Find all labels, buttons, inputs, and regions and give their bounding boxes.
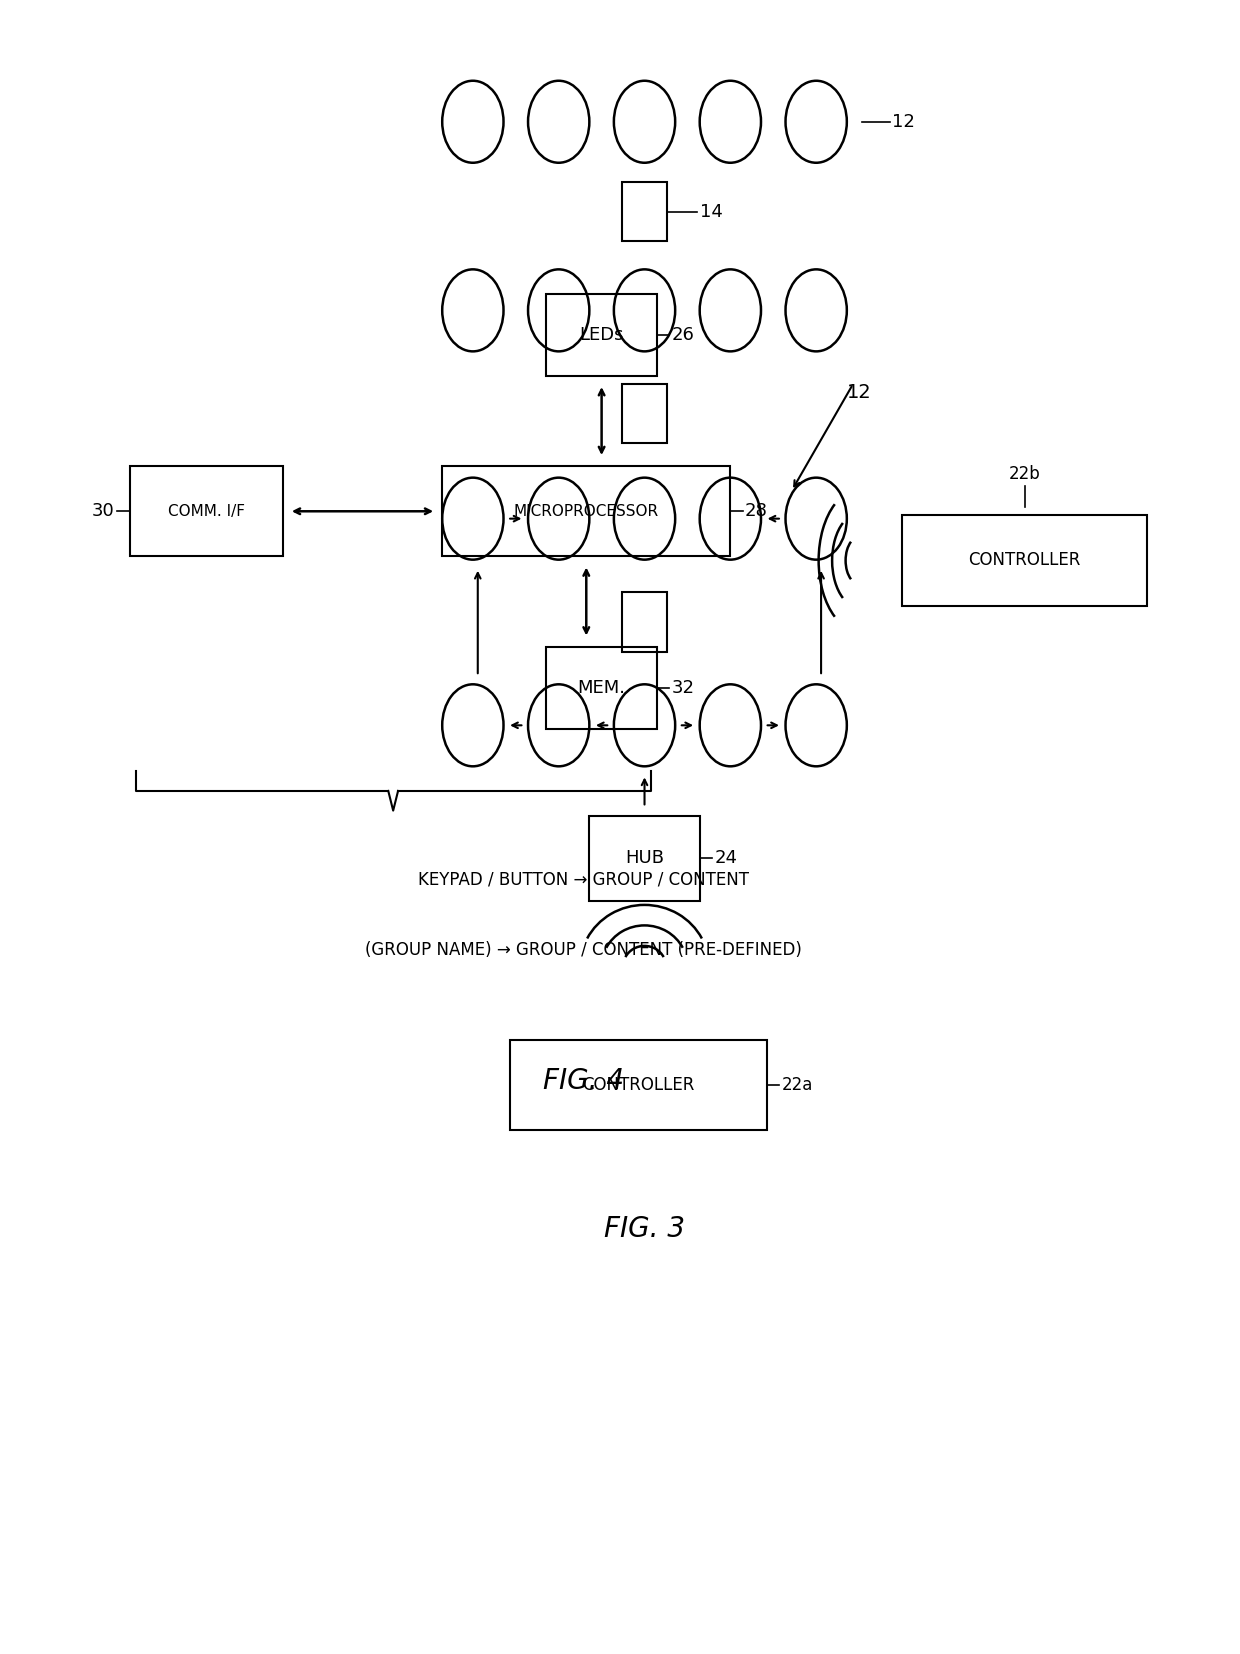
Bar (589, 815, 699, 901)
Text: 22b: 22b (1009, 465, 1040, 483)
Text: 30: 30 (92, 503, 115, 521)
Text: MEM.: MEM. (578, 678, 626, 696)
Text: 12: 12 (847, 382, 872, 402)
Text: LEDs: LEDs (579, 326, 624, 344)
Text: 14: 14 (699, 203, 723, 222)
Text: CONTROLLER: CONTROLLER (968, 551, 1081, 569)
Bar (547, 647, 657, 729)
Text: MICROPROCESSOR: MICROPROCESSOR (513, 504, 658, 519)
Text: COMM. I/F: COMM. I/F (167, 504, 244, 519)
Text: (GROUP NAME) → GROUP / CONTENT (PRE-DEFINED): (GROUP NAME) → GROUP / CONTENT (PRE-DEFI… (365, 941, 801, 959)
Text: 22a: 22a (782, 1077, 813, 1095)
Text: 24: 24 (714, 849, 738, 867)
Text: HUB: HUB (625, 849, 665, 867)
Bar (129, 466, 283, 556)
Bar (622, 592, 667, 652)
Bar (443, 466, 730, 556)
Text: CONTROLLER: CONTROLLER (583, 1077, 694, 1095)
Text: FIG. 3: FIG. 3 (604, 1214, 684, 1242)
Text: 32: 32 (672, 678, 694, 696)
Bar (547, 294, 657, 375)
Text: FIG. 4: FIG. 4 (543, 1067, 624, 1095)
Bar (510, 1040, 768, 1130)
Bar (622, 384, 667, 443)
Text: 28: 28 (745, 503, 768, 521)
Bar (622, 182, 667, 241)
Bar (901, 516, 1147, 605)
Text: 12: 12 (893, 112, 915, 131)
Text: KEYPAD / BUTTON → GROUP / CONTENT: KEYPAD / BUTTON → GROUP / CONTENT (418, 870, 749, 888)
Text: 26: 26 (672, 326, 694, 344)
